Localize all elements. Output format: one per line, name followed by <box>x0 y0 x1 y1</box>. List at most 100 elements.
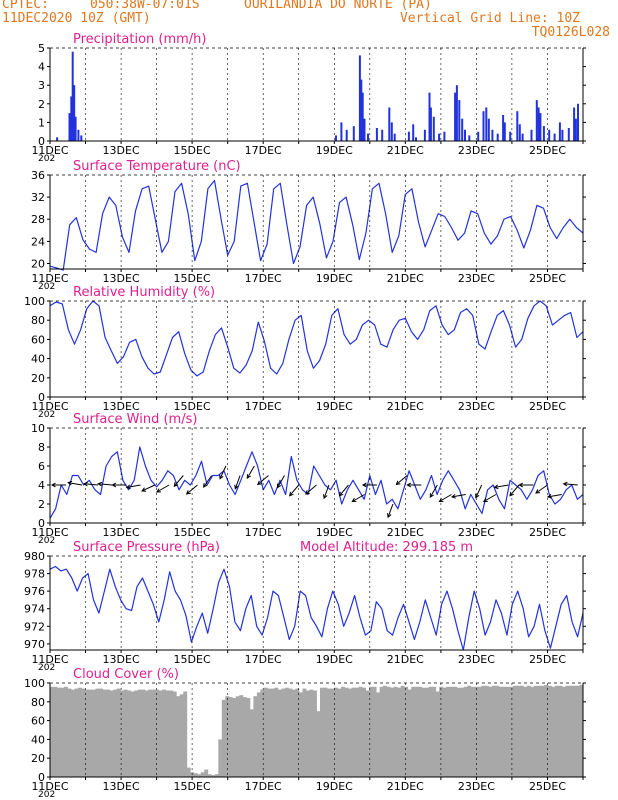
precip-bar <box>390 122 393 141</box>
cloud-cover-bar <box>218 739 223 777</box>
cloud-cover-bar <box>204 769 209 777</box>
y-tick-label: 974 <box>24 603 45 616</box>
y-tick-label: 60 <box>31 333 45 346</box>
wind-arrow-head <box>125 484 131 490</box>
cloud-cover-bar <box>467 685 472 777</box>
wind-arrow <box>339 484 349 497</box>
wind-arrow-head <box>82 481 88 487</box>
y-tick-label: 80 <box>31 696 45 709</box>
cloud-cover-bar <box>113 689 118 777</box>
wind-arrow <box>439 494 452 502</box>
cloud-cover-bar <box>386 686 391 777</box>
panel-title: Cloud Cover (%) <box>73 667 179 682</box>
header-run: 11DEC2020 10Z (GMT) <box>2 11 151 26</box>
cloud-cover-bar <box>526 685 531 777</box>
precip-bar <box>458 100 461 141</box>
x-tick-label: 15DEC <box>174 400 211 413</box>
cloud-cover-bar <box>200 772 205 777</box>
precip-bar <box>468 135 471 141</box>
cloud-cover-bar <box>67 688 72 777</box>
cloud-cover-bar <box>537 685 542 777</box>
cloud-cover-bar <box>106 689 111 777</box>
cloud-cover-bar <box>491 685 496 777</box>
precip-bar <box>573 107 576 141</box>
precip-bar <box>537 107 540 141</box>
cloud-cover-bar <box>439 686 444 777</box>
cloud-cover-bar <box>400 685 405 777</box>
x-tick-label: 23DEC <box>458 780 495 793</box>
cloud-cover-bar <box>449 686 454 777</box>
y-tick-label: 28 <box>31 213 45 226</box>
cloud-cover-bar <box>144 690 149 777</box>
wind-arrow-head <box>67 480 73 486</box>
cloud-cover-bar <box>207 774 212 777</box>
series-line <box>49 179 584 271</box>
wind-arrow <box>173 475 184 487</box>
panel-annotation: Model Altitude: 299.185 m <box>300 540 473 555</box>
wind-arrow-head <box>173 482 179 487</box>
cloud-cover-bar <box>274 687 279 777</box>
wind-arrow <box>68 482 83 486</box>
precip-bar <box>423 129 426 141</box>
wind-arrow <box>475 484 483 498</box>
wind-arrow <box>289 484 300 497</box>
wind-arrow-head <box>202 482 208 488</box>
wind-arrow-head <box>256 480 262 486</box>
y-tick-label: 4 <box>38 61 45 74</box>
cloud-cover-bar <box>519 685 524 777</box>
cloud-cover-bar <box>484 685 489 777</box>
cloud-cover-bar <box>488 686 493 777</box>
wind-arrow <box>547 494 562 498</box>
cloud-cover-bar <box>155 689 160 777</box>
precip-bar <box>482 111 485 141</box>
x-tick-label: 17DEC <box>245 653 282 666</box>
cloud-cover-bar <box>186 767 191 777</box>
wind-arrow-head <box>351 497 357 503</box>
precip-bar <box>360 79 363 141</box>
cloud-cover-bar <box>554 685 559 777</box>
cloud-cover-bar <box>397 687 402 777</box>
cloud-cover-bar <box>362 687 366 777</box>
wind-arrow-head <box>323 494 328 500</box>
wind-arrow-head <box>406 482 412 488</box>
precip-bar <box>407 131 410 141</box>
y-tick-label: 2 <box>38 498 45 511</box>
y-tick-label: 100 <box>24 677 45 690</box>
cloud-cover-bar <box>579 684 584 777</box>
cloud-cover-bar <box>176 696 181 777</box>
wind-arrow-head <box>361 482 367 488</box>
x-tick-label: 13DEC <box>103 400 140 413</box>
cloud-cover-bar <box>302 688 307 777</box>
cloud-cover-bar <box>60 687 65 777</box>
cloud-cover-bar <box>565 685 570 777</box>
chart-panel-1: 0 1 2 3 4 5 11DEC 13DEC 15DEC 17DEC 19DEC 21DEC 23DE… <box>31 32 586 164</box>
cloud-cover-bar <box>418 686 423 777</box>
x-tick-label: 19DEC <box>316 400 353 413</box>
cloud-cover-bar <box>179 694 184 777</box>
x-tick-label: 13DEC <box>103 780 140 793</box>
cloud-cover-bar <box>456 687 461 777</box>
cloud-cover-bar <box>127 690 132 777</box>
x-tick-label: 25DEC <box>529 272 566 285</box>
x-tick-label: 21DEC <box>387 526 424 539</box>
x-tick-label: 25DEC <box>529 526 566 539</box>
x-tick-label: 21DEC <box>387 144 424 157</box>
precip-bar <box>491 129 494 141</box>
cloud-cover-bar <box>85 689 89 777</box>
cloud-cover-bar <box>88 689 93 777</box>
header-grid-line: Vertical Grid Line: 10Z <box>399 11 580 26</box>
cloud-cover-bar <box>516 685 521 777</box>
y-tick-label: 10 <box>31 422 45 435</box>
precip-bar <box>70 96 73 141</box>
wind-arrow-head <box>518 482 524 488</box>
header-location: OURILANDIA DO NORTE (PA) <box>244 0 432 12</box>
wind-arrow-head <box>276 483 282 489</box>
precip-bar <box>577 103 579 141</box>
precip-bar <box>509 131 512 141</box>
cloud-cover-bar <box>337 688 342 777</box>
cloud-cover-bar <box>477 686 482 777</box>
chart-panel-2: 20 24 28 32 36 11DEC 13DEC 15DEC 17DEC 19DEC 21DEC… <box>31 159 586 292</box>
wind-arrow-head <box>482 497 488 503</box>
precip-bar <box>361 92 364 141</box>
precip-bar <box>530 129 533 141</box>
